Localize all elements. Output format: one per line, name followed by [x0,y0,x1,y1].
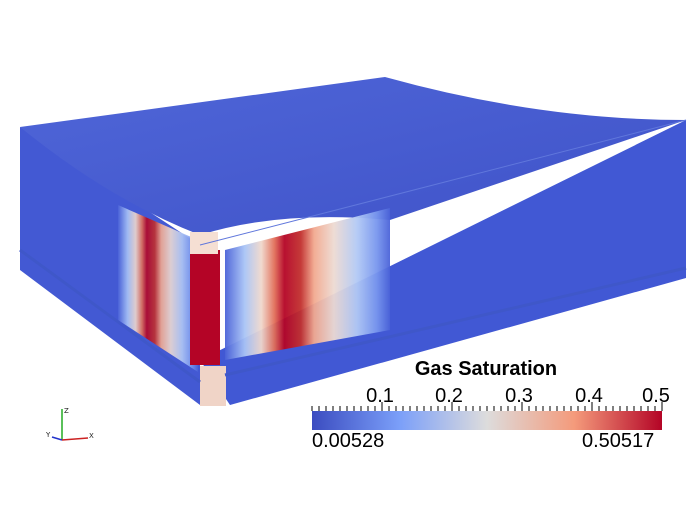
gas-plume-right [225,208,390,360]
tick-label-1: 0.2 [435,385,463,407]
reservoir-block [19,77,687,406]
orientation-axes: Z X Y [45,407,94,441]
gas-plume-left [118,205,198,372]
legend-min-label: 0.00528 [312,430,385,452]
legend-max-label: 0.50517 [582,430,655,452]
injection-well-column [190,250,220,365]
tick-label-0: 0.1 [366,385,394,407]
reservoir-top-surface [20,77,686,235]
colorbar-gradient [312,411,662,430]
tick-label-4: 0.5 [642,385,670,407]
well-top-cell [190,232,218,254]
legend-title: Gas Saturation [414,358,558,380]
well-bottom-cell [200,366,226,406]
axis-label-z: Z [64,407,69,415]
axis-label-x: X [89,432,94,440]
color-legend [311,402,663,430]
axis-label-y: Y [45,431,51,439]
tick-label-2: 0.3 [505,385,533,407]
colorbar-ticks [311,402,663,411]
tick-label-3: 0.4 [575,385,603,407]
